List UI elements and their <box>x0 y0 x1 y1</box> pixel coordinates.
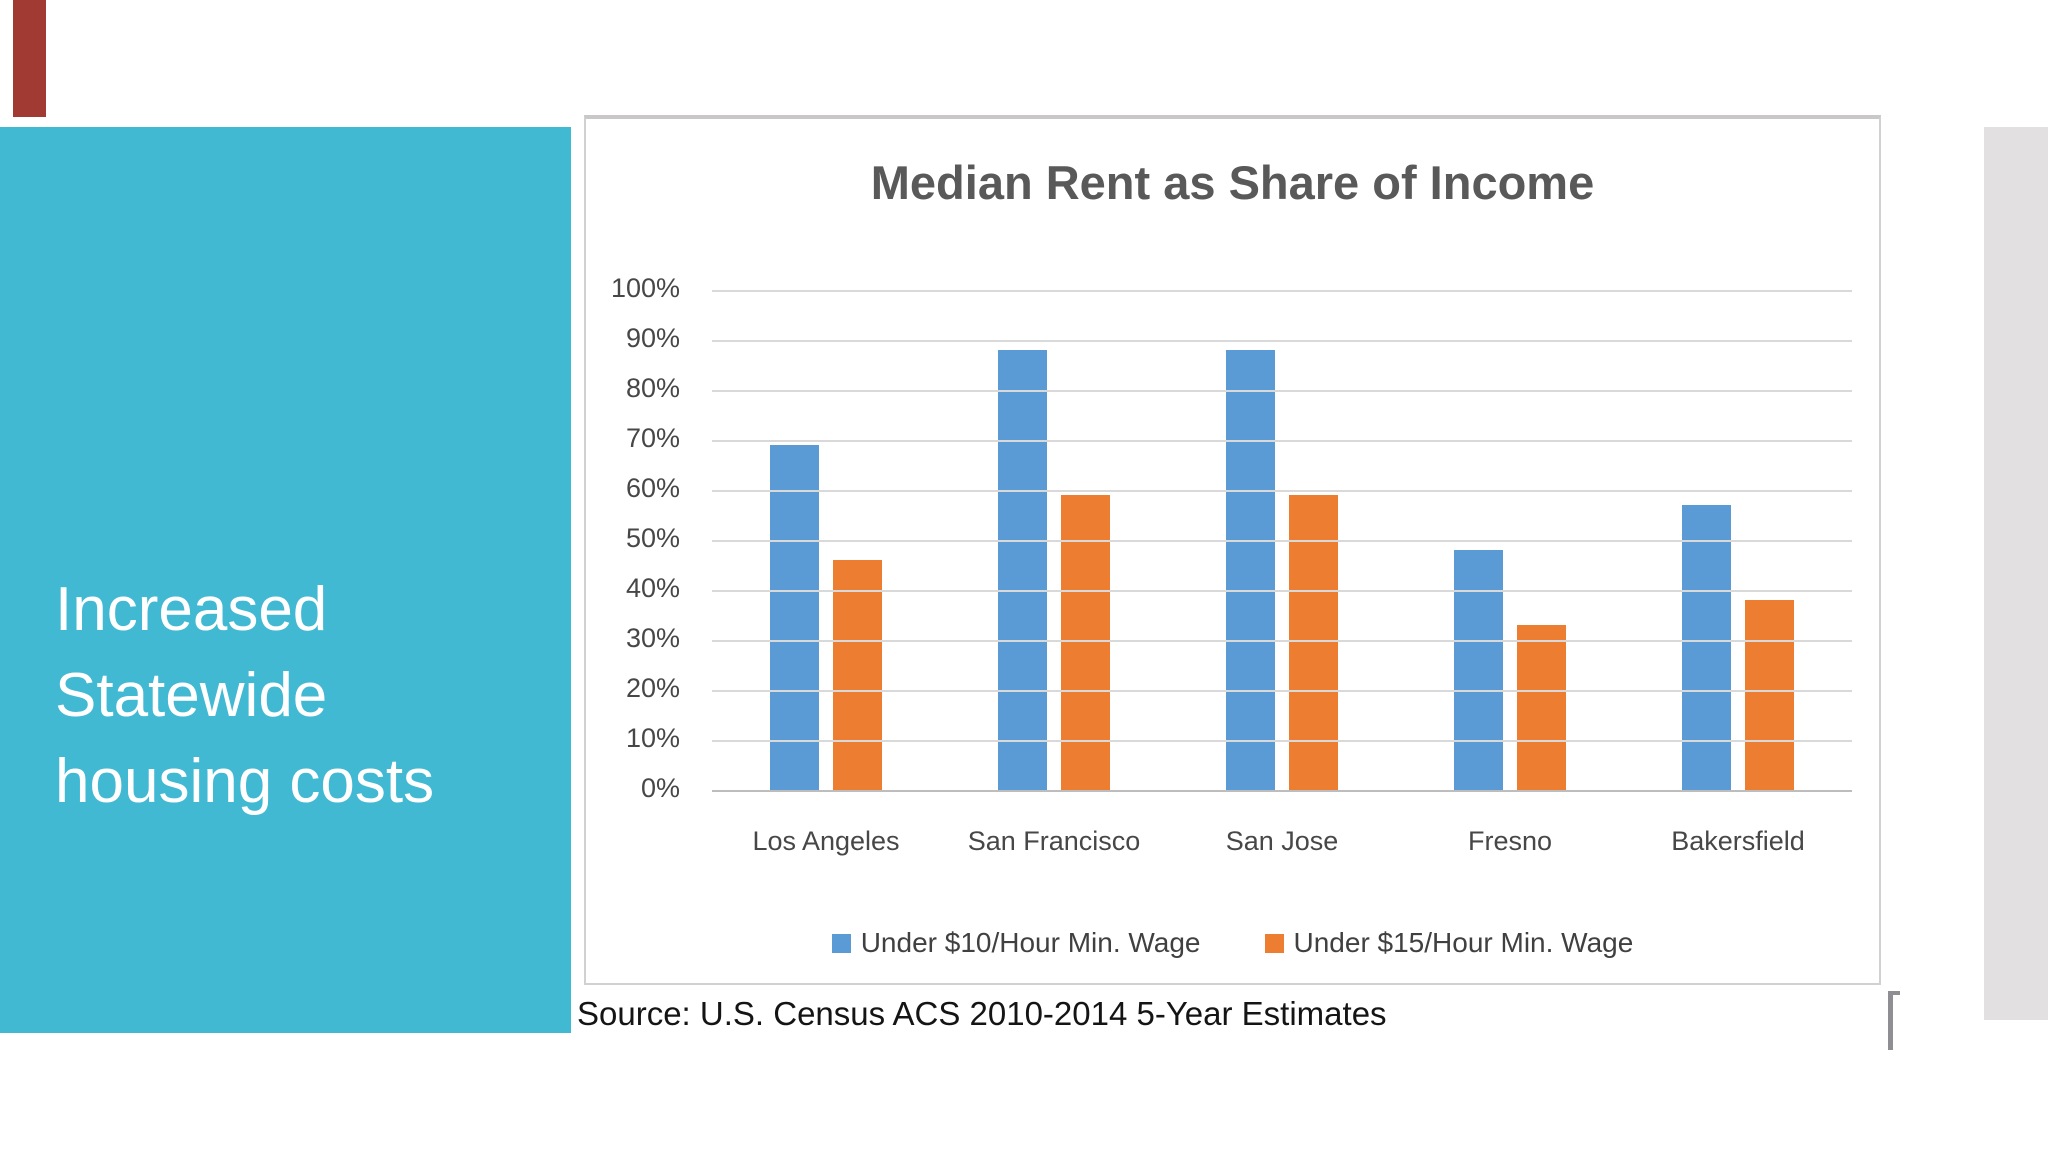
x-category-label: Bakersfield <box>1671 826 1805 856</box>
bar-group-los-angeles <box>712 290 940 790</box>
bar-groups <box>712 290 1852 790</box>
chart-title: Median Rent as Share of Income <box>870 156 1595 209</box>
legend-swatch-icon <box>1264 933 1284 953</box>
y-tick-label: 50% <box>625 523 680 553</box>
y-tick-label: 70% <box>625 423 680 453</box>
slide-title: Increased Statewide housing costs <box>55 567 555 825</box>
bar <box>833 560 882 790</box>
slide-title-line-2: Statewide <box>55 661 328 730</box>
red-accent-bar <box>13 0 46 117</box>
gridline-10% <box>712 740 1852 742</box>
gridline-70% <box>712 440 1852 442</box>
gridline-0% <box>712 790 1852 792</box>
gridline-40% <box>712 590 1852 592</box>
text-cursor-mark <box>1888 991 1900 1050</box>
gridline-90% <box>712 340 1852 342</box>
y-tick-label: 40% <box>625 573 680 603</box>
y-tick-label: 30% <box>625 623 680 653</box>
gridline-30% <box>712 640 1852 642</box>
slide-title-line-1: Increased <box>55 575 328 644</box>
category-axis: Los Angeles San Francisco San Jose Fresno Ba… <box>712 826 1852 857</box>
y-tick-label: 80% <box>625 373 680 403</box>
bar-group-san-jose <box>1168 290 1396 790</box>
y-tick-label: 0% <box>640 773 680 803</box>
right-edge-strip <box>1984 127 2048 1020</box>
bar <box>1517 625 1566 790</box>
bar <box>1454 550 1503 790</box>
plot-area: Los Angeles San Francisco San Jose Fresno Ba… <box>611 273 1852 856</box>
gridline-20% <box>712 690 1852 692</box>
legend-swatch-icon <box>831 933 851 953</box>
bar <box>1682 505 1731 790</box>
bar <box>1745 600 1794 790</box>
x-category-label: San Francisco <box>967 826 1141 856</box>
legend-item: Under $10/Hour Min. Wage <box>831 927 1201 959</box>
y-tick-label: 20% <box>625 673 680 703</box>
slide-title-line-3: housing costs <box>55 747 435 816</box>
title-panel: Increased Statewide housing costs <box>0 127 571 1033</box>
source-citation: Source: U.S. Census ACS 2010-2014 5-Year… <box>577 995 1387 1032</box>
gridline-80% <box>712 390 1852 392</box>
y-tick-label: 10% <box>625 723 680 753</box>
gridline-100% <box>712 290 1852 292</box>
bar-group-bakersfield <box>1624 290 1852 790</box>
y-tick-label: 90% <box>625 323 680 353</box>
legend-label: Under $15/Hour Min. Wage <box>1293 927 1634 958</box>
chart-frame: Median Rent as Share of Income Los Angel… <box>584 115 1881 985</box>
y-tick-label: 60% <box>625 473 680 503</box>
legend-label: Under $10/Hour Min. Wage <box>860 927 1201 958</box>
x-category-label: Fresno <box>1467 826 1553 856</box>
bar <box>998 350 1047 790</box>
gridline-60% <box>712 490 1852 492</box>
y-tick-label: 100% <box>610 273 680 303</box>
chart-legend: Under $10/Hour Min. Wage Under $15/Hour M… <box>586 927 1879 959</box>
bar <box>1226 350 1275 790</box>
x-category-label: San Jose <box>1225 826 1339 856</box>
bar <box>770 445 819 790</box>
x-category-label: Los Angeles <box>752 826 900 856</box>
legend-item: Under $15/Hour Min. Wage <box>1264 927 1634 959</box>
gridline-50% <box>712 540 1852 542</box>
